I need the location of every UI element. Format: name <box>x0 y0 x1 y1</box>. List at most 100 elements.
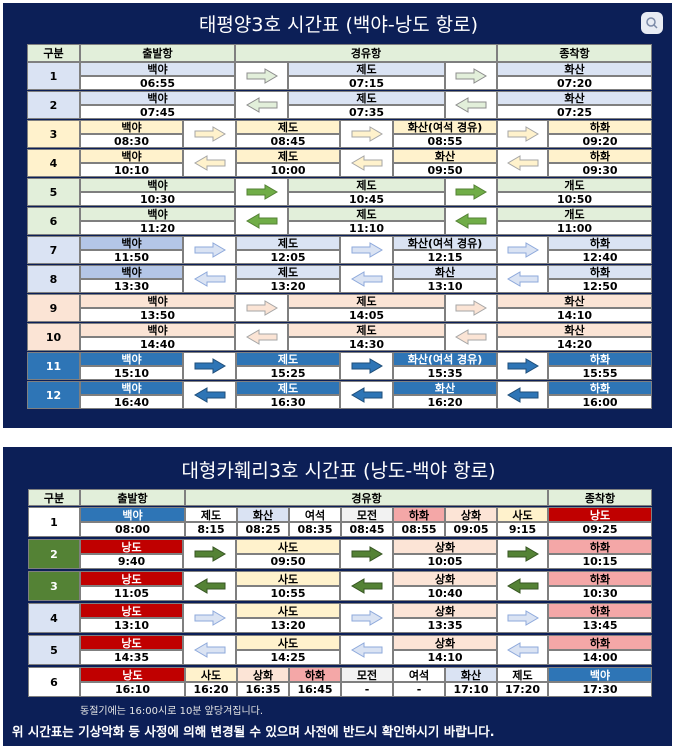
icon-lens <box>646 17 656 27</box>
scan-icon[interactable] <box>640 11 664 35</box>
stop-name: 화산(여석 경유) <box>393 120 497 134</box>
arrow-shape <box>351 126 383 142</box>
arrow <box>455 213 487 229</box>
stop-name: 제도 <box>236 381 340 395</box>
stop-time: 16:35 <box>237 682 289 697</box>
arrow-cell <box>183 236 236 264</box>
row-number: 10 <box>27 323 80 351</box>
stop-time: 10:15 <box>548 554 652 569</box>
stop-time: 11:10 <box>288 221 445 235</box>
row-number: 4 <box>27 149 80 177</box>
arrow <box>245 213 277 229</box>
arrow <box>350 271 382 287</box>
stop-name: 하화 <box>548 265 652 279</box>
arrow <box>507 126 539 142</box>
stop-time: 10:05 <box>393 554 497 569</box>
arrow <box>507 242 539 258</box>
stop-name: 제도 <box>288 207 445 221</box>
footer: 위 시간표는 기상악화 등 사정에 의해 변경될 수 있으며 사전에 반드시 확… <box>12 724 495 739</box>
arrow-cell <box>497 149 548 177</box>
arrow-shape <box>245 97 277 113</box>
arrow-shape <box>351 546 383 562</box>
arrow-shape <box>246 300 278 316</box>
stop-time: 16:20 <box>185 682 237 697</box>
arrow-shape <box>350 642 382 658</box>
stop-name: 화산 <box>497 294 652 308</box>
arrow-shape <box>246 184 278 200</box>
stop-name: 화산 <box>497 323 652 337</box>
stop-name: 백야 <box>80 265 183 279</box>
icon-bg <box>641 12 663 34</box>
stop-name: 제도 <box>497 667 548 682</box>
arrow-shape <box>455 184 487 200</box>
stop-name: 백야 <box>80 294 235 308</box>
stop-name: 백야 <box>80 323 235 337</box>
arrow-shape <box>193 578 225 594</box>
arrow <box>506 387 538 403</box>
stop-name: 모전 <box>341 667 393 682</box>
stop-name: 백야 <box>80 91 235 105</box>
row-number: 3 <box>28 571 80 601</box>
stop-name: 하화 <box>548 381 652 395</box>
stop-name: 사도 <box>236 635 340 650</box>
stop-time: 12:40 <box>548 250 652 264</box>
stop-name: 백야 <box>548 667 652 682</box>
stop-time: 16:40 <box>80 395 183 409</box>
arrow <box>193 387 225 403</box>
stop-time: 13:50 <box>80 308 235 322</box>
arrow-shape <box>351 358 383 374</box>
stop-time: 07:35 <box>288 105 445 119</box>
arrow <box>351 358 383 374</box>
stop-time: 14:05 <box>288 308 445 322</box>
stop-name: 상화 <box>393 571 497 586</box>
stop-time: 14:10 <box>497 308 652 322</box>
row-number: 8 <box>27 265 80 293</box>
stop-name: 백야 <box>80 178 235 192</box>
stop-time: 13:10 <box>80 618 183 633</box>
stop-name: 화산 <box>445 667 497 682</box>
stop-time: 10:40 <box>393 586 497 601</box>
stop-time: 17:10 <box>445 682 497 697</box>
stop-name: 백야 <box>80 149 183 163</box>
arrow <box>350 578 382 594</box>
stop-name: 제도 <box>288 91 445 105</box>
row-number: 2 <box>28 539 80 569</box>
arrow <box>246 68 278 84</box>
arrow-shape <box>350 155 382 171</box>
arrow-shape <box>193 271 225 287</box>
row-number: 1 <box>28 507 80 537</box>
stop-time: 14:40 <box>80 337 235 351</box>
stop-time: 08:45 <box>341 522 393 537</box>
stop-name: 제도 <box>185 507 237 522</box>
arrow-shape <box>507 126 539 142</box>
stop-time: 10:50 <box>497 192 652 206</box>
stop-time: 11:20 <box>80 221 235 235</box>
arrow-cell <box>445 62 497 90</box>
arrow-cell <box>497 381 548 409</box>
stop-name: 제도 <box>236 236 340 250</box>
arrow <box>350 155 382 171</box>
stop-time: 08:45 <box>236 134 340 148</box>
stop-name: 상화 <box>445 507 497 522</box>
header-cell: 구분 <box>27 44 80 62</box>
stop-name: 백야 <box>80 236 183 250</box>
stop-name: 하화 <box>548 571 652 586</box>
stop-name: 상화 <box>393 539 497 554</box>
stop-time: 9:40 <box>80 554 183 569</box>
stop-time: 15:25 <box>236 366 340 380</box>
stop-name: 사도 <box>236 571 340 586</box>
arrow <box>351 546 383 562</box>
arrow-cell <box>235 91 288 119</box>
stop-name: 제도 <box>288 323 445 337</box>
arrow-shape <box>246 68 278 84</box>
row-number: 3 <box>27 120 80 148</box>
stop-time: 16:00 <box>548 395 652 409</box>
stop-time: 08:55 <box>393 522 445 537</box>
stop-name: 백야 <box>80 507 185 522</box>
row-number: 9 <box>27 294 80 322</box>
arrow-cell <box>235 178 288 206</box>
stop-time: 12:05 <box>236 250 340 264</box>
arrow-shape <box>351 242 383 258</box>
stop-time: 07:25 <box>497 105 652 119</box>
stop-time: 11:50 <box>80 250 183 264</box>
